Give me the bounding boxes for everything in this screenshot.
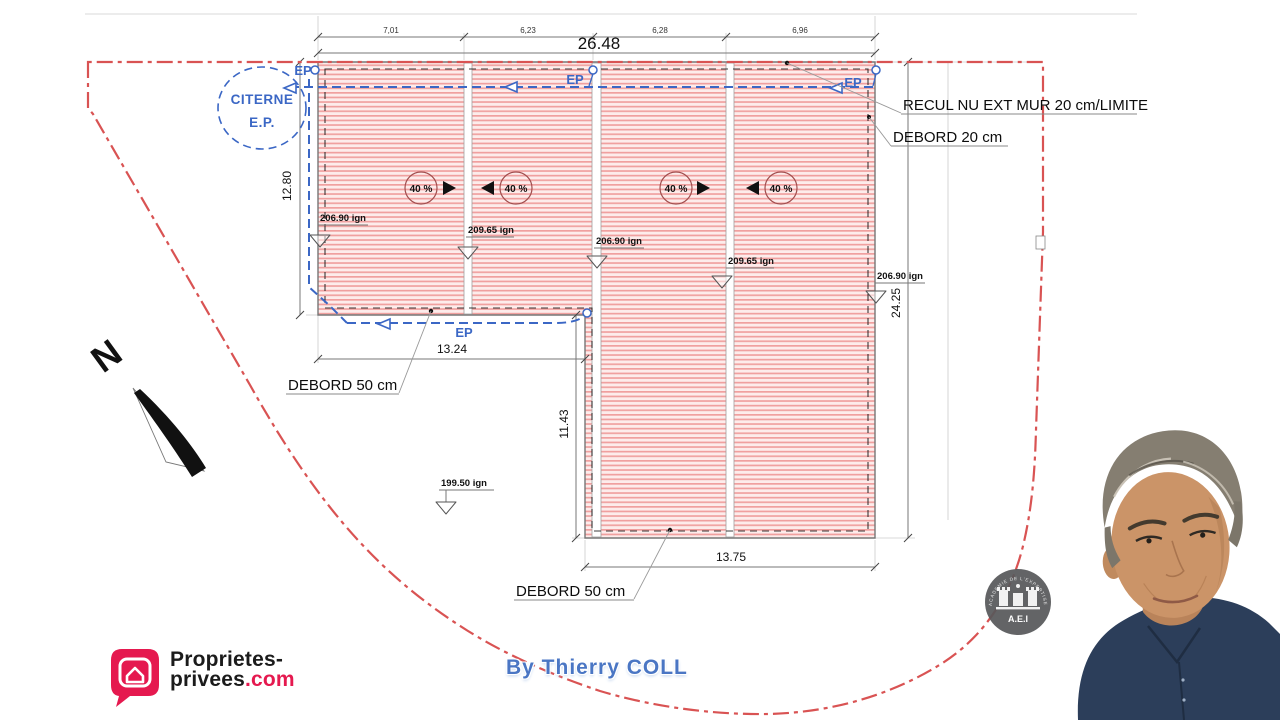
dim-bottom-left: 13.24 (437, 342, 467, 356)
aei-acronym: A.E.I (1008, 614, 1028, 624)
ep-label: EP (294, 63, 312, 78)
building-roof (317, 61, 876, 539)
boundary-gate-marker (1035, 235, 1046, 250)
ep-arrow-icon (502, 80, 518, 94)
slope-label: 40 % (665, 184, 688, 195)
dim-top-seg3: 6,28 (652, 26, 668, 35)
slope-label: 40 % (410, 184, 433, 195)
dim-total-top: 26.48 (578, 34, 621, 53)
dimension-labels: 7,01 6,23 6,28 6,96 26.48 12.80 24.25 13… (280, 26, 903, 564)
ep-outlet-icon (871, 65, 881, 75)
citerne-label-line1: CITERNE (231, 92, 294, 107)
level-marks: 206.90 ign 209.65 ign 206.90 ign 209.65 … (309, 213, 925, 515)
ep-outlet-icon (582, 308, 592, 318)
byline-watermark: By Thierry COLL (506, 656, 688, 679)
debord-50-label-a: DEBORD 50 cm (288, 377, 397, 394)
agent-hair (1102, 430, 1243, 529)
castle-icon (996, 584, 1040, 610)
agent-photo (1077, 430, 1280, 720)
brand-wordmark: Proprietes- privees.com (170, 646, 295, 690)
roof-gap (591, 62, 602, 538)
slope-markers: 40 % 40 % 40 % 40 % (404, 171, 798, 205)
level-label: 206.90 ign (877, 271, 923, 282)
slope-arrow-right-icon (443, 181, 456, 195)
ep-label: EP (566, 72, 584, 87)
ep-outlet-icon (310, 65, 320, 75)
wall-setback-dashed-line (324, 68, 869, 532)
brand-line2: privees (170, 668, 245, 691)
debord-20-label: DEBORD 20 cm (893, 129, 1002, 146)
debord-50-label-b: DEBORD 50 cm (516, 583, 625, 600)
dim-top-seg2: 6,23 (520, 26, 536, 35)
level-label: 199.50 ign (441, 478, 487, 489)
dimensions (295, 32, 913, 572)
dim-top-seg1: 7,01 (383, 26, 399, 35)
property-boundary (86, 60, 1046, 716)
agent-face (1111, 472, 1230, 618)
brand-line1: Proprietes- (170, 648, 284, 671)
brand-house-icon (111, 649, 159, 707)
slope-arrow-right-icon (697, 181, 710, 195)
ep-arrow-icon (281, 81, 297, 95)
dim-lower-bottom: 13.75 (716, 550, 746, 564)
ep-outlet-icon (588, 65, 598, 75)
annotations: RECUL NU EXT MUR 20 cm/LIMITE DEBORD 20 … (286, 60, 1148, 601)
ep-arrow-icon (375, 317, 391, 331)
proprietes-privees-logo: Proprietes- privees.com (108, 646, 295, 708)
north-letter: N (84, 332, 130, 381)
citerne-ep: CITERNE E.P. (217, 66, 307, 150)
level-label: 206.90 ign (596, 236, 642, 247)
citerne-label-line2: E.P. (249, 115, 275, 130)
ep-labels: EP EP EP EP (294, 63, 862, 340)
ep-label: EP (844, 75, 862, 90)
slope-label: 40 % (770, 184, 793, 195)
dim-right: 24.25 (889, 288, 903, 318)
level-label: 206.90 ign (320, 213, 366, 224)
slope-arrow-left-icon (481, 181, 494, 195)
slope-label: 40 % (505, 184, 528, 195)
brand-suffix: .com (244, 668, 295, 691)
north-arrow: N (84, 332, 206, 477)
roof-gap (725, 62, 735, 538)
ep-label: EP (455, 325, 473, 340)
dim-left: 12.80 (280, 171, 294, 201)
recul-label: RECUL NU EXT MUR 20 cm/LIMITE (903, 97, 1148, 114)
roof-gap (463, 62, 473, 315)
level-label: 209.65 ign (728, 256, 774, 267)
slope-arrow-left-icon (746, 181, 759, 195)
dim-lower-left: 11.43 (557, 409, 571, 438)
dim-top-seg4: 6,96 (792, 26, 808, 35)
level-label: 209.65 ign (468, 225, 514, 236)
